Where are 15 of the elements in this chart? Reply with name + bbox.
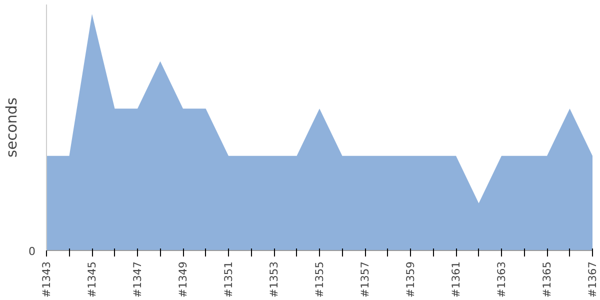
x-tick-label: #1345 <box>86 261 98 298</box>
x-tick-label: #1343 <box>40 261 53 298</box>
x-tick-label: #1359 <box>404 261 417 298</box>
x-tick-label: #1355 <box>313 261 326 298</box>
y-axis-title: seconds <box>4 98 20 158</box>
x-tick-label: #1349 <box>176 261 190 298</box>
x-tick-label: #1363 <box>495 261 508 298</box>
x-tick-label: #1351 <box>222 261 235 298</box>
x-tick-label: #1361 <box>450 261 462 298</box>
x-tick-label: #1347 <box>131 261 144 298</box>
text: 0 <box>28 245 36 258</box>
x-tick-label: #1365 <box>540 261 554 298</box>
x-tick-label: #1357 <box>358 261 372 298</box>
x-tick-label: #1353 <box>268 261 280 298</box>
x-tick-label: #1367 <box>586 261 599 298</box>
